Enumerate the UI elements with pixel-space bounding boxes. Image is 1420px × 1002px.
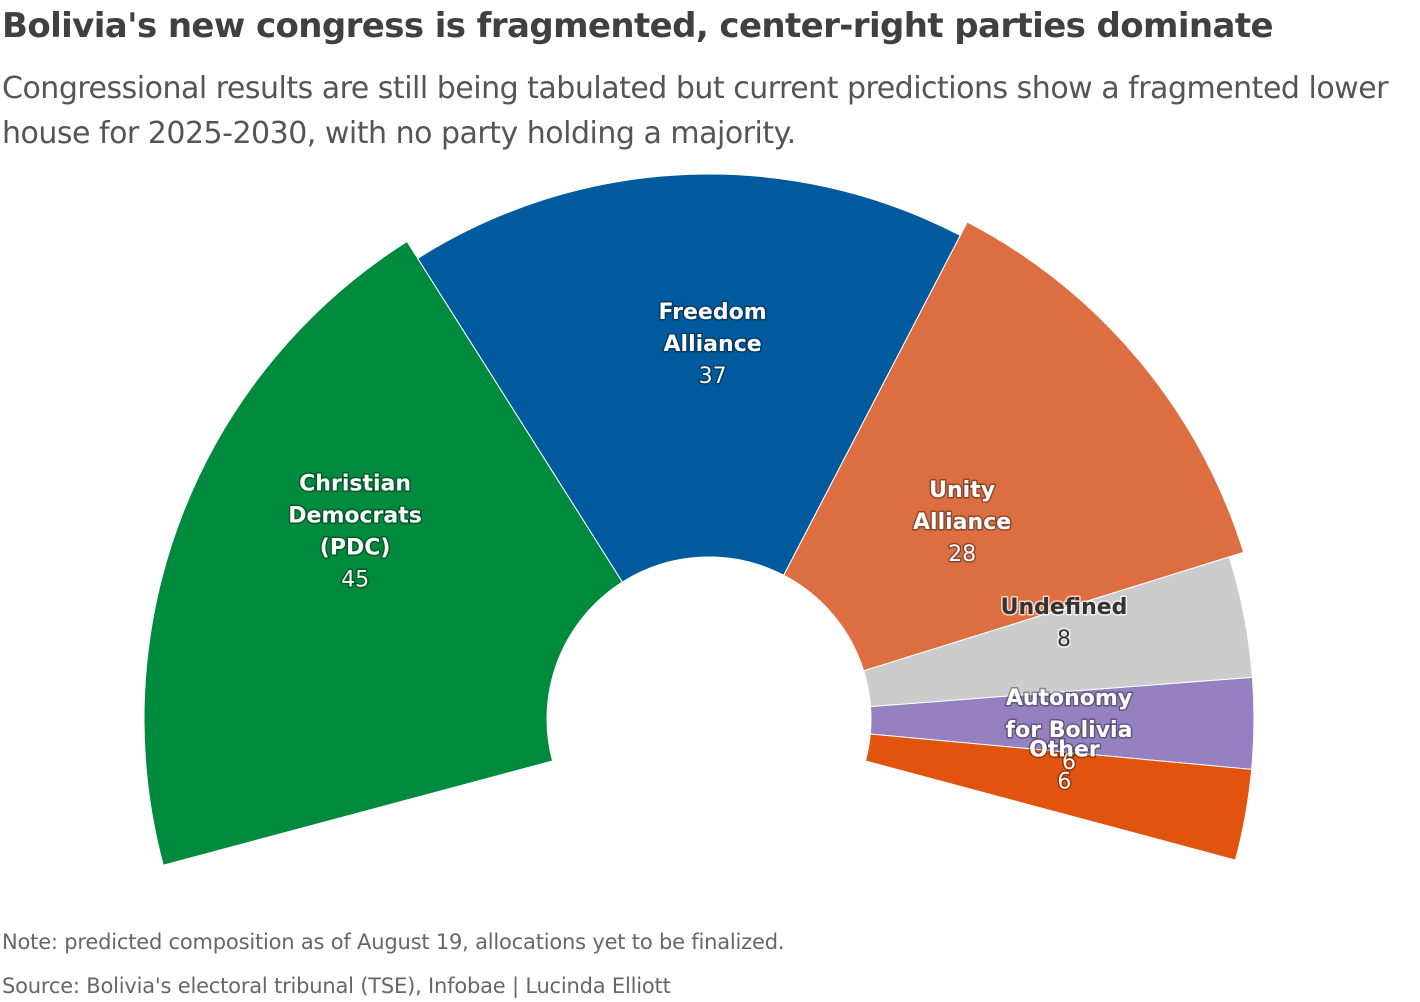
segment-label-autonomy-for-bolivia: for Bolivia — [1006, 718, 1133, 743]
segment-label-christian-democrats-pdc: Christian — [299, 472, 411, 497]
chart-segments — [143, 173, 1255, 866]
segment-christian-democrats-pdc — [143, 240, 624, 866]
segment-label-other: Other — [1029, 738, 1100, 763]
segment-label-christian-democrats-pdc: (PDC) — [320, 536, 391, 561]
segment-freedom-alliance — [417, 173, 962, 583]
segment-label-christian-democrats-pdc: Democrats — [288, 504, 422, 529]
segment-value-autonomy-for-bolivia: 6 — [1062, 750, 1076, 775]
segment-unity-alliance — [783, 221, 1245, 672]
chart-note: Note: predicted composition as of August… — [2, 930, 785, 954]
label-group-christian-democrats-pdc: Christian Democrats (PDC) 45 — [287, 470, 424, 594]
chart-source: Source: Bolivia's electoral tribunal (TS… — [2, 974, 671, 998]
chart-labels: Christian Democrats (PDC) 45 Freedom Alliance… — [287, 299, 1134, 797]
segment-label-freedom-alliance: Alliance — [664, 332, 762, 357]
segment-label-undefined: Undefined — [1001, 595, 1128, 620]
segment-value-undefined: 8 — [1057, 627, 1071, 652]
segment-label-freedom-alliance: Freedom — [659, 300, 767, 325]
segment-label-autonomy-for-bolivia: Autonomy — [1006, 686, 1132, 711]
chart-title: Bolivia's new congress is fragmented, ce… — [2, 6, 1274, 46]
segment-value-other: 6 — [1057, 770, 1071, 795]
label-group-unity-alliance: Unity Alliance 28 — [912, 477, 1013, 569]
label-group-autonomy-for-bolivia: Autonomy for Bolivia 6 — [1004, 684, 1134, 776]
segment-label-unity-alliance: Alliance — [913, 510, 1011, 535]
segment-other — [864, 733, 1253, 861]
segment-value-christian-democrats-pdc: 45 — [341, 568, 369, 593]
label-group-freedom-alliance: Freedom Alliance 37 — [657, 299, 768, 391]
segment-label-unity-alliance: Unity — [929, 478, 995, 503]
chart-subtitle: Congressional results are still being ta… — [2, 71, 1389, 151]
label-group-undefined: Undefined 8 — [999, 594, 1129, 654]
segment-value-freedom-alliance: 37 — [699, 364, 727, 389]
segment-value-unity-alliance: 28 — [948, 542, 976, 567]
